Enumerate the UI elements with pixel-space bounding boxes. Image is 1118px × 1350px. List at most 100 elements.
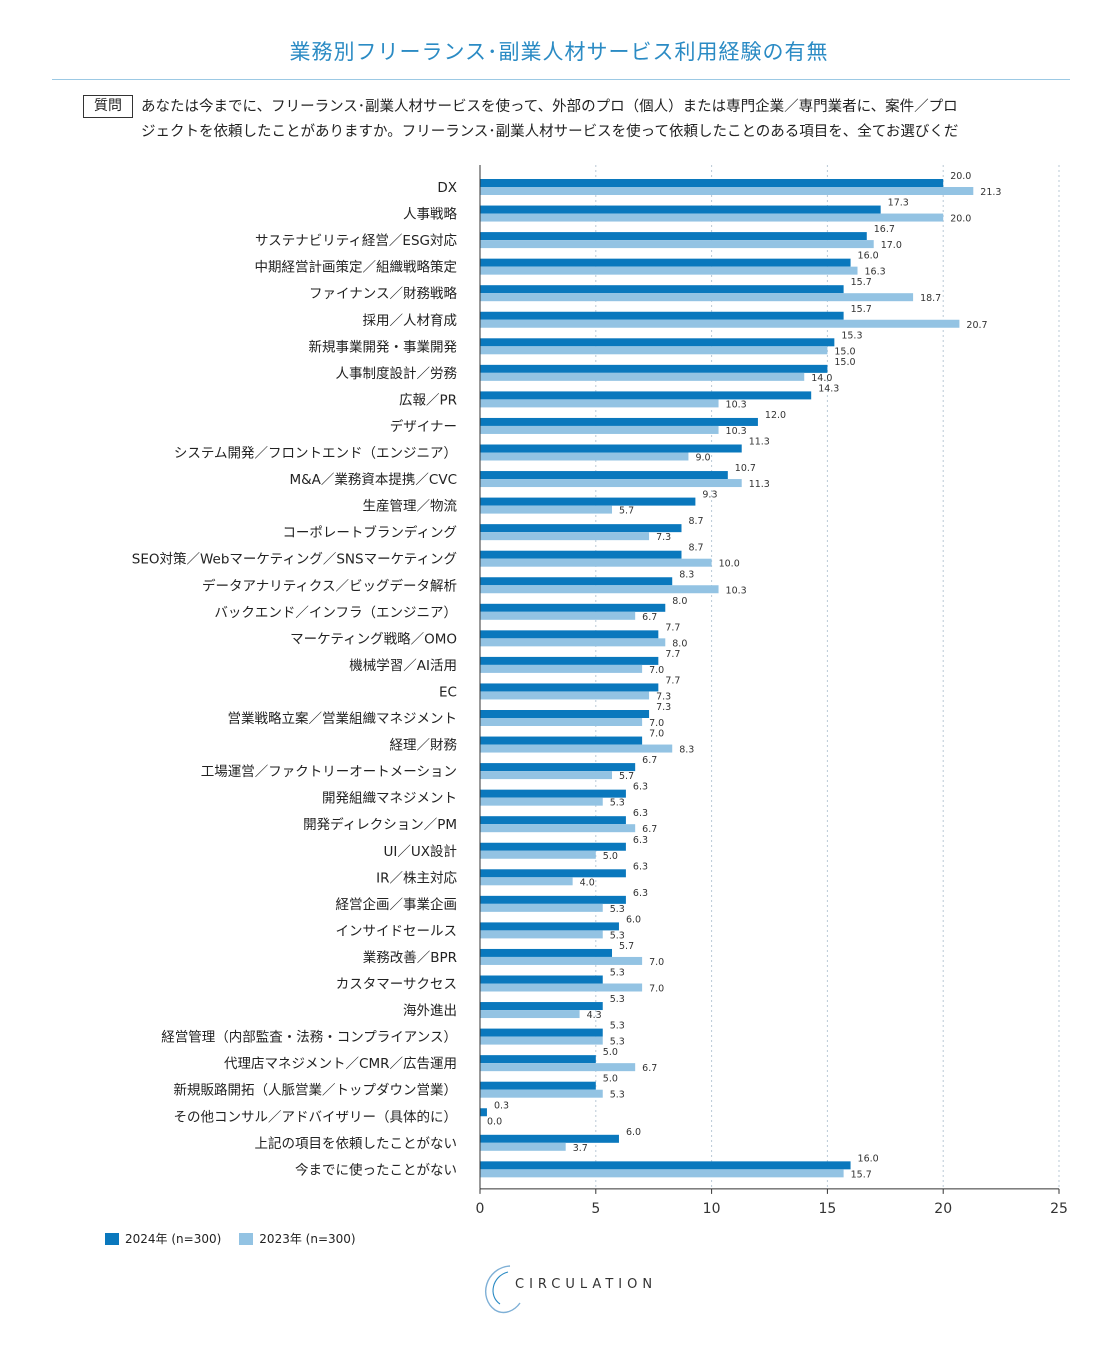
data-label-2024: 6.7 xyxy=(642,755,657,766)
bar-2023 xyxy=(480,744,673,753)
data-label-2023: 6.7 xyxy=(642,824,657,835)
bar-2024 xyxy=(480,391,812,400)
bar-2024 xyxy=(480,1055,596,1064)
chart-title: 業務別フリーランス･副業人材サービス利用経験の有無 xyxy=(289,40,829,64)
category-label: 経営管理（内部監査・法務・コンプライアンス） xyxy=(161,1029,457,1046)
category-label: 新規販路開拓（人脈営業／トップダウン営業） xyxy=(174,1083,458,1099)
category-label: 機械学習／AI活用 xyxy=(349,658,457,674)
data-label-2023: 11.3 xyxy=(749,479,770,490)
data-label-2024: 5.3 xyxy=(610,1021,625,1032)
bar-2024 xyxy=(480,285,844,294)
data-label-2023: 7.0 xyxy=(649,957,664,968)
data-label-2024: 16.0 xyxy=(858,1153,879,1164)
category-label: IR／株主対応 xyxy=(376,870,457,886)
data-label-2024: 7.7 xyxy=(665,622,680,633)
bar-2023 xyxy=(480,532,650,541)
category-label: サステナビリティ経営／ESG対応 xyxy=(255,233,457,249)
data-label-2023: 7.3 xyxy=(656,691,671,702)
x-tick-label: 20 xyxy=(934,1201,952,1217)
category-label: デザイナー xyxy=(390,418,457,435)
category-label: UI／UX設計 xyxy=(384,844,458,860)
category-label: 経営企画／事業企画 xyxy=(336,896,458,913)
data-label-2023: 21.3 xyxy=(980,187,1001,198)
x-tick-label: 15 xyxy=(818,1201,836,1217)
bar-2024 xyxy=(480,179,944,187)
data-label-2023: 20.0 xyxy=(950,214,971,225)
bar-2023 xyxy=(480,240,874,249)
question-text: あなたは今までに、フリーランス･副業人材サービスを使って、外部のプロ（個人）また… xyxy=(141,95,1101,145)
bar-2023 xyxy=(480,346,828,355)
category-label: 営業戦略立案／営業組織マネジメント xyxy=(228,710,458,727)
data-label-2023: 5.3 xyxy=(610,904,625,915)
category-label: 海外進出 xyxy=(403,1003,457,1019)
bar-2024 xyxy=(480,895,626,904)
data-label-2023: 7.0 xyxy=(649,665,664,676)
bar-2023 xyxy=(480,691,650,700)
category-label: EC xyxy=(439,684,457,700)
data-label-2024: 7.3 xyxy=(656,702,671,713)
data-label-2023: 14.0 xyxy=(811,373,832,384)
data-label-2023: 8.3 xyxy=(679,745,694,756)
bar-2024 xyxy=(480,842,626,851)
bar-2024 xyxy=(480,311,844,320)
data-label-2023: 6.7 xyxy=(642,612,657,623)
bar-2023 xyxy=(480,1036,603,1045)
data-label-2024: 5.3 xyxy=(610,994,625,1005)
bar-2023 xyxy=(480,1063,636,1072)
data-label-2023: 0.0 xyxy=(487,1116,502,1127)
data-label-2023: 5.7 xyxy=(619,771,634,782)
bar-chart: DX 20.0 21.3 人事戦略 17.3 20.0 サステナビリティ経営／ESG対応 16… xyxy=(132,165,1068,1217)
question-line-1: あなたは今までに、フリーランス･副業人材サービスを使って、外部のプロ（個人）また… xyxy=(141,99,958,115)
data-label-2024: 6.3 xyxy=(633,835,648,846)
data-label-2023: 16.3 xyxy=(865,267,886,278)
data-label-2024: 6.3 xyxy=(633,861,648,872)
category-label: 新規事業開発・事業開発 xyxy=(309,339,458,355)
bar-2023 xyxy=(480,877,573,886)
bar-2023 xyxy=(480,1010,580,1019)
data-label-2024: 16.0 xyxy=(858,251,879,262)
bar-2023 xyxy=(480,425,719,434)
bar-2023 xyxy=(480,956,643,965)
data-label-2023: 5.3 xyxy=(610,1037,625,1048)
bar-2024 xyxy=(480,683,659,692)
data-label-2023: 15.7 xyxy=(851,1169,872,1180)
bar-2024 xyxy=(480,444,742,453)
category-label: 中期経営計画策定／組織戦略策定 xyxy=(255,259,458,276)
data-label-2024: 7.0 xyxy=(649,729,664,740)
bar-2023 xyxy=(480,505,613,514)
category-label: カスタマーサクセス xyxy=(336,977,457,993)
data-label-2024: 6.3 xyxy=(633,782,648,793)
bar-2023 xyxy=(480,930,603,939)
bar-2024 xyxy=(480,656,659,665)
data-label-2023: 7.3 xyxy=(656,532,671,543)
category-label: 工場運営／ファクトリーオートメーション xyxy=(201,764,457,780)
bar-2023 xyxy=(480,319,960,328)
data-label-2024: 6.0 xyxy=(626,914,641,925)
data-label-2023: 10.3 xyxy=(726,426,747,437)
data-label-2024: 9.3 xyxy=(702,490,717,501)
data-label-2024: 6.0 xyxy=(626,1127,641,1138)
bar-2024 xyxy=(480,1028,603,1037)
data-label-2024: 15.3 xyxy=(841,330,862,341)
bar-2024 xyxy=(480,736,643,745)
data-label-2024: 0.3 xyxy=(494,1100,509,1111)
bar-2024 xyxy=(480,869,626,878)
category-label: システム開発／フロントエンド（エンジニア） xyxy=(174,446,457,462)
bar-2023 xyxy=(480,1169,844,1178)
x-tick-label: 10 xyxy=(703,1201,721,1217)
data-label-2023: 10.3 xyxy=(726,585,747,596)
data-label-2024: 15.7 xyxy=(851,304,872,315)
circulation-logo-icon xyxy=(485,1265,521,1314)
bar-2024 xyxy=(480,258,851,267)
bar-2023 xyxy=(480,585,719,594)
bar-2024 xyxy=(480,948,613,957)
data-label-2023: 7.0 xyxy=(649,718,664,729)
data-label-2023: 17.0 xyxy=(881,240,902,251)
bar-2024 xyxy=(480,1002,603,1011)
data-label-2024: 8.0 xyxy=(672,596,687,607)
data-label-2024: 7.7 xyxy=(665,675,680,686)
data-label-2023: 18.7 xyxy=(920,293,941,304)
category-label: 人事制度設計／労務 xyxy=(336,366,458,382)
bar-2023 xyxy=(480,983,643,992)
bar-2024 xyxy=(480,710,650,718)
